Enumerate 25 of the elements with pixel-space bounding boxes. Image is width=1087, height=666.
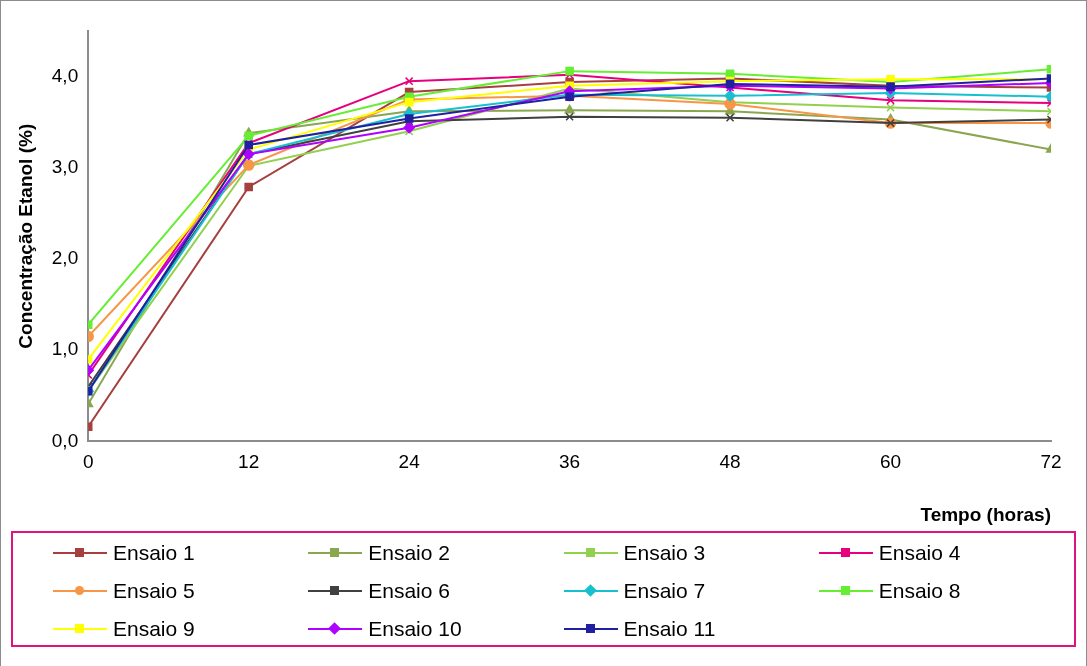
legend-label: Ensaio 3 — [623, 541, 706, 565]
x-tick-label: 72 — [1040, 451, 1062, 473]
y-tick-label: 1,0 — [51, 338, 79, 360]
legend-label: Ensaio 2 — [368, 541, 450, 565]
legend-label: Ensaio 10 — [368, 617, 462, 641]
x-tick-label: 48 — [719, 451, 741, 473]
x-tick-label: 36 — [559, 451, 581, 473]
x-tick-label: 60 — [879, 451, 902, 473]
x-tick-label: 12 — [238, 451, 260, 473]
y-tick-label: 3,0 — [51, 156, 79, 178]
legend-label: Ensaio 1 — [113, 541, 195, 565]
y-tick-label: 4,0 — [51, 64, 79, 86]
y-tick-label: 0,0 — [51, 429, 79, 451]
legend-label: Ensaio 11 — [623, 617, 716, 641]
y-tick-label: 2,0 — [51, 247, 79, 269]
legend-label: Ensaio 5 — [113, 579, 195, 603]
x-tick-label: 0 — [82, 451, 94, 473]
legend-label: Ensaio 6 — [368, 579, 450, 603]
x-axis-title: Tempo (horas) — [920, 503, 1051, 525]
legend-label: Ensaio 8 — [878, 579, 961, 603]
x-tick-label: 24 — [398, 451, 421, 473]
legend-label: Ensaio 7 — [623, 579, 706, 603]
y-axis-title: Concentração Etanol (%) — [14, 123, 36, 349]
legend-label: Ensaio 9 — [113, 617, 195, 641]
legend-label: Ensaio 4 — [878, 541, 961, 565]
